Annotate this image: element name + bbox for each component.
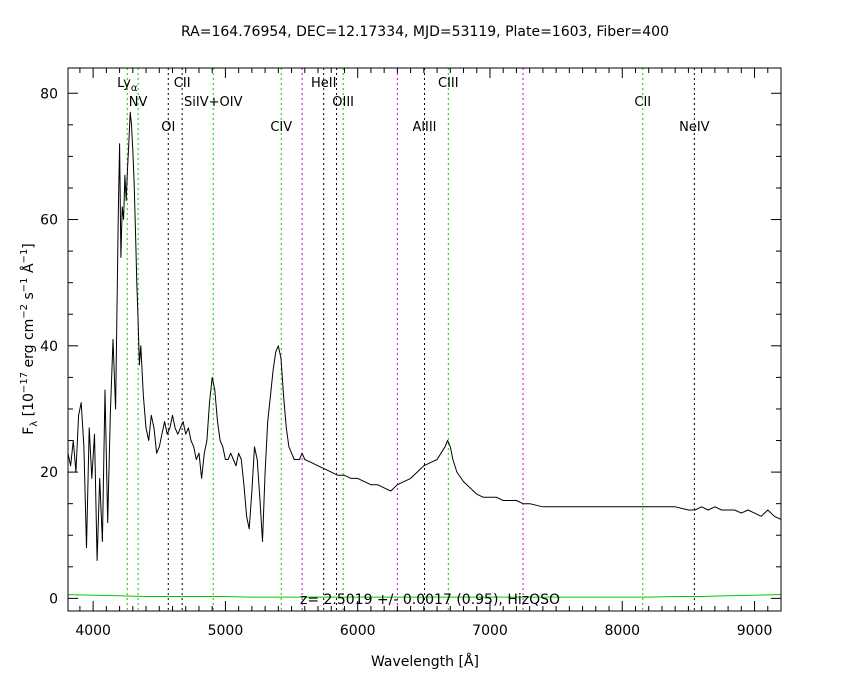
line-label-name: NV: [129, 95, 148, 110]
line-label: Lyα: [117, 76, 138, 94]
line-label-name: NeIV: [679, 120, 710, 135]
line-label-subscript: α: [131, 83, 138, 94]
chart-title: RA=164.76954, DEC=12.17334, MJD=53119, P…: [181, 24, 669, 40]
redshift-annotation: z= 2.5019 +/- 0.0017 (0.95), HizQSO: [300, 592, 560, 608]
line-label: OI: [161, 120, 175, 135]
y-axis-label-exp3: −1: [19, 277, 30, 292]
y-tick-label: 40: [40, 339, 58, 355]
y-axis-label-text3: s: [21, 292, 37, 304]
error-line: [67, 594, 782, 598]
x-tick-label: 9000: [737, 623, 773, 639]
line-label: AlIII: [412, 120, 436, 135]
axis-ticks: 4000 5000 6000 7000 8000 9000 0 20 40 60 80: [40, 68, 782, 639]
error-spectrum: [67, 594, 782, 598]
y-tick-label: 0: [49, 591, 58, 607]
y-axis-label-text2: erg cm: [21, 319, 37, 372]
line-label-name: SiIV+OIV: [184, 95, 243, 110]
x-axis-label-unit: Å: [464, 653, 474, 670]
line-label-name: HeII: [311, 76, 336, 91]
x-axis-label: Wavelength [Å]: [371, 653, 479, 670]
line-label: CII: [174, 76, 191, 91]
line-label: NeIV: [679, 120, 710, 135]
line-label: CIII: [438, 76, 459, 91]
y-axis-label-exp2: −2: [19, 304, 30, 319]
y-tick-label: 60: [40, 213, 58, 229]
line-label: NV: [129, 95, 148, 110]
y-axis-label-text5: ]: [21, 243, 37, 248]
line-label: OIII: [332, 95, 354, 110]
y-axis-label-exp4: −1: [19, 249, 30, 264]
line-label-name: OI: [161, 120, 175, 135]
y-axis-label-sub: λ: [29, 421, 40, 427]
x-tick-label: 4000: [75, 623, 111, 639]
line-label-name: CII: [634, 95, 651, 110]
y-axis-label-text1: [10: [21, 393, 37, 421]
y-axis-label-base: F: [21, 427, 37, 435]
flux-spectrum: [67, 111, 782, 561]
line-label-name: AlIII: [412, 120, 436, 135]
y-tick-label: 80: [40, 86, 58, 102]
line-label-name: CIV: [270, 120, 292, 135]
flux-line: [67, 111, 782, 561]
x-axis-label-prefix: Wavelength [: [371, 654, 464, 670]
line-label: CIV: [270, 120, 292, 135]
x-axis-label-suffix: ]: [474, 654, 479, 670]
line-label: CII: [634, 95, 651, 110]
x-tick-label: 5000: [208, 623, 244, 639]
plot-frame: [67, 67, 782, 612]
x-tick-label: 8000: [604, 623, 640, 639]
line-label-name: OIII: [332, 95, 354, 110]
y-axis-label: Fλ [10−17 erg cm−2 s−1 Å−1]: [19, 243, 40, 435]
line-label-name: Ly: [117, 76, 131, 91]
x-tick-label: 7000: [472, 623, 508, 639]
line-label-name: CII: [174, 76, 191, 91]
x-tick-label: 6000: [340, 623, 376, 639]
y-axis-label-text4: Å: [20, 263, 37, 277]
line-label: HeII: [311, 76, 336, 91]
line-label: SiIV+OIV: [184, 95, 243, 110]
y-tick-label: 20: [40, 465, 58, 481]
line-label-name: CIII: [438, 76, 459, 91]
y-axis-label-exp1: −17: [19, 372, 30, 393]
